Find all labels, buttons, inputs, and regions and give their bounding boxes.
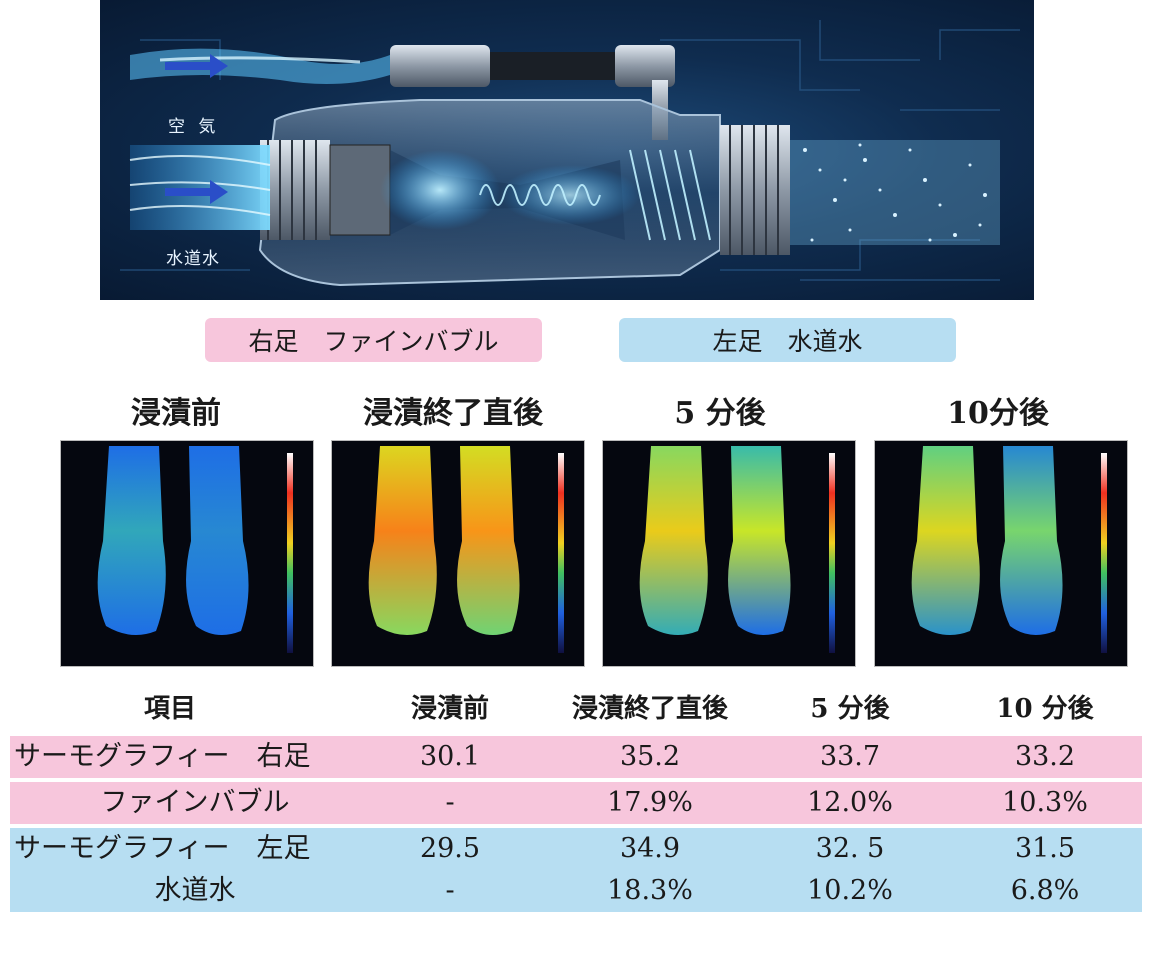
table-header-cell: 浸漬前 bbox=[410, 694, 489, 724]
table-cell: 34.9 bbox=[619, 833, 681, 864]
row-label: 水道水 bbox=[154, 875, 236, 906]
thermogram-10min bbox=[874, 440, 1128, 667]
table-cell: - bbox=[445, 875, 455, 906]
air-stream bbox=[130, 48, 390, 84]
row-label: ファインバブル bbox=[100, 787, 290, 818]
right-foot-shape bbox=[97, 446, 166, 635]
table-cell: 32. 5 bbox=[815, 833, 885, 864]
thermogram-just-after bbox=[331, 440, 585, 667]
thermogram-before bbox=[60, 440, 314, 667]
table-header-cell: 10 分後 bbox=[996, 694, 1094, 724]
temperature-scale-bar bbox=[558, 453, 564, 653]
table-cell: 17.9% bbox=[607, 787, 693, 818]
table-cell: 10.3% bbox=[1002, 787, 1088, 818]
table-cell: 31.5 bbox=[1014, 833, 1076, 864]
table-header-cell: 浸漬終了直後 bbox=[571, 694, 728, 724]
water-arrow-icon bbox=[165, 180, 228, 204]
column-title-10min: 10分後 bbox=[947, 396, 1049, 431]
table-cell: 33.2 bbox=[1014, 741, 1076, 772]
table-cell: - bbox=[445, 787, 455, 818]
left-foot-shape bbox=[1000, 446, 1063, 635]
temperature-scale-bar bbox=[1101, 453, 1107, 653]
legend-right-foot-label: 右足 ファインバブル bbox=[248, 327, 499, 356]
column-title-5min: 5 分後 bbox=[674, 396, 766, 431]
table-cell: 10.2% bbox=[807, 875, 893, 906]
table-cell: 6.8% bbox=[1010, 875, 1080, 906]
right-foot-shape bbox=[911, 446, 980, 635]
mixing-coil bbox=[479, 149, 711, 241]
column-title-just-after: 浸漬終了直後 bbox=[363, 396, 543, 431]
table-cell: 12.0% bbox=[807, 787, 893, 818]
column-title-before: 浸漬前 bbox=[131, 396, 221, 431]
temperature-scale-bar bbox=[829, 453, 835, 653]
table-cell: 29.5 bbox=[419, 833, 481, 864]
table-header-cell: 5 分後 bbox=[810, 694, 890, 724]
table-cell: 30.1 bbox=[419, 741, 481, 772]
legend-left-foot: 左足 水道水 bbox=[619, 318, 956, 362]
table-header-row: 項目 浸漬前 浸漬終了直後 5 分後 10 分後 bbox=[10, 688, 1142, 730]
row-label: サーモグラフィー 左足 bbox=[14, 833, 311, 864]
circuit-lines bbox=[120, 20, 1020, 281]
temperature-scale-bar bbox=[287, 453, 293, 653]
air-arrow-icon bbox=[165, 54, 228, 78]
table-row: サーモグラフィー 左足 29.5 34.9 32. 5 31.5 bbox=[10, 828, 1142, 870]
fine-bubble-nozzle-diagram: 空 気 水道水 bbox=[100, 0, 1034, 300]
air-label: 空 気 bbox=[168, 117, 220, 137]
left-foot-shape bbox=[728, 446, 791, 635]
row-label: サーモグラフィー 右足 bbox=[14, 741, 311, 772]
air-inlet-fitting bbox=[390, 45, 490, 87]
table-row: 水道水 - 18.3% 10.2% 6.8% bbox=[10, 870, 1142, 912]
legend-left-foot-label: 左足 水道水 bbox=[712, 327, 863, 356]
air-tube bbox=[490, 52, 615, 80]
table-cell: 33.7 bbox=[819, 741, 881, 772]
outlet-threads bbox=[720, 125, 790, 255]
left-foot-shape bbox=[457, 446, 520, 635]
table-header-cell: 項目 bbox=[143, 694, 196, 724]
bubble-glow bbox=[380, 150, 500, 230]
table-cell: 18.3% bbox=[607, 875, 693, 906]
water-label: 水道水 bbox=[166, 249, 220, 269]
legend-right-foot: 右足 ファインバブル bbox=[205, 318, 542, 362]
nozzle-illustration bbox=[120, 20, 1020, 287]
inlet-threads bbox=[260, 140, 330, 240]
right-foot-shape bbox=[368, 446, 437, 635]
left-foot-shape bbox=[186, 446, 249, 635]
thermogram-5min bbox=[602, 440, 856, 667]
table-row: サーモグラフィー 右足 30.1 35.2 33.7 33.2 bbox=[10, 736, 1142, 778]
table-cell: 35.2 bbox=[619, 741, 681, 772]
table-row: ファインバブル - 17.9% 12.0% 10.3% bbox=[10, 782, 1142, 824]
bubble-output bbox=[790, 140, 1000, 245]
right-foot-shape bbox=[639, 446, 708, 635]
